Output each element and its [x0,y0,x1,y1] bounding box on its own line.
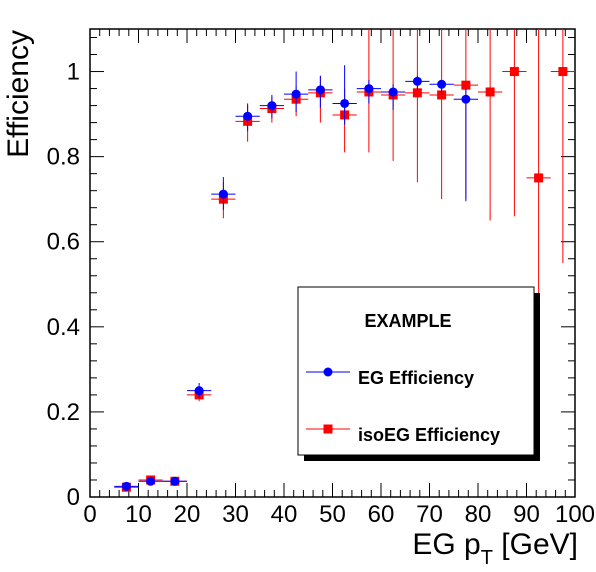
x-tick-label: 50 [319,501,346,528]
x-tick-label: 60 [368,501,395,528]
data-point [194,386,204,396]
legend-entry-iso-eg: isoEG Efficiency [306,424,500,445]
data-point [485,87,495,97]
x-tick-label: 100 [555,501,595,528]
x-tick-label: 20 [174,501,201,528]
y-tick-label: 0.6 [47,229,80,256]
data-point [243,111,253,121]
legend-eg-label: EG Efficiency [358,368,474,388]
data-point [340,98,350,108]
data-point [534,173,544,183]
x-tick-label: 80 [465,501,492,528]
y-axis-title: Efficiency [2,30,35,158]
data-point [267,101,277,111]
y-tick-label: 0.4 [47,314,80,341]
legend-iso-marker [323,424,333,434]
legend-box [297,286,535,456]
data-point [388,87,398,97]
x-tick-label: 0 [83,501,96,528]
legend: EXAMPLE EG Efficiency isoEG Efficiency [297,286,540,461]
data-point [509,67,519,77]
legend-entry-eg: EG Efficiency [306,367,474,388]
x-tick-label: 30 [222,501,249,528]
legend-title: EXAMPLE [364,311,451,331]
x-tick-label: 10 [125,501,152,528]
x-tick-label: 70 [416,501,443,528]
y-tick-label: 0.8 [47,144,80,171]
data-point [461,80,471,90]
data-point [558,67,568,77]
axis-tick-labels: 0 10 20 30 40 50 60 70 80 90 100 0 0.2 0.4 0.6 0.8 1 [47,59,595,528]
series-eg-efficiency [114,65,478,491]
data-point [364,84,374,94]
data-point [291,89,301,99]
y-tick-label: 1 [67,59,80,86]
data-point [218,189,228,199]
x-tick-label: 90 [513,501,540,528]
data-point [146,476,156,486]
legend-iso-label: isoEG Efficiency [358,425,500,445]
y-tick-label: 0 [67,484,80,511]
data-point [121,481,131,491]
x-axis-title: EG pT [GeV] [412,528,578,569]
data-point [461,94,471,104]
data-point [170,476,180,486]
y-tick-label: 0.2 [47,399,80,426]
legend-eg-marker [323,367,333,377]
data-point [437,79,447,89]
data-point [412,76,422,86]
x-tick-label: 40 [271,501,298,528]
axis-ticks [89,29,576,498]
data-point [315,85,325,95]
data-point [412,88,422,98]
